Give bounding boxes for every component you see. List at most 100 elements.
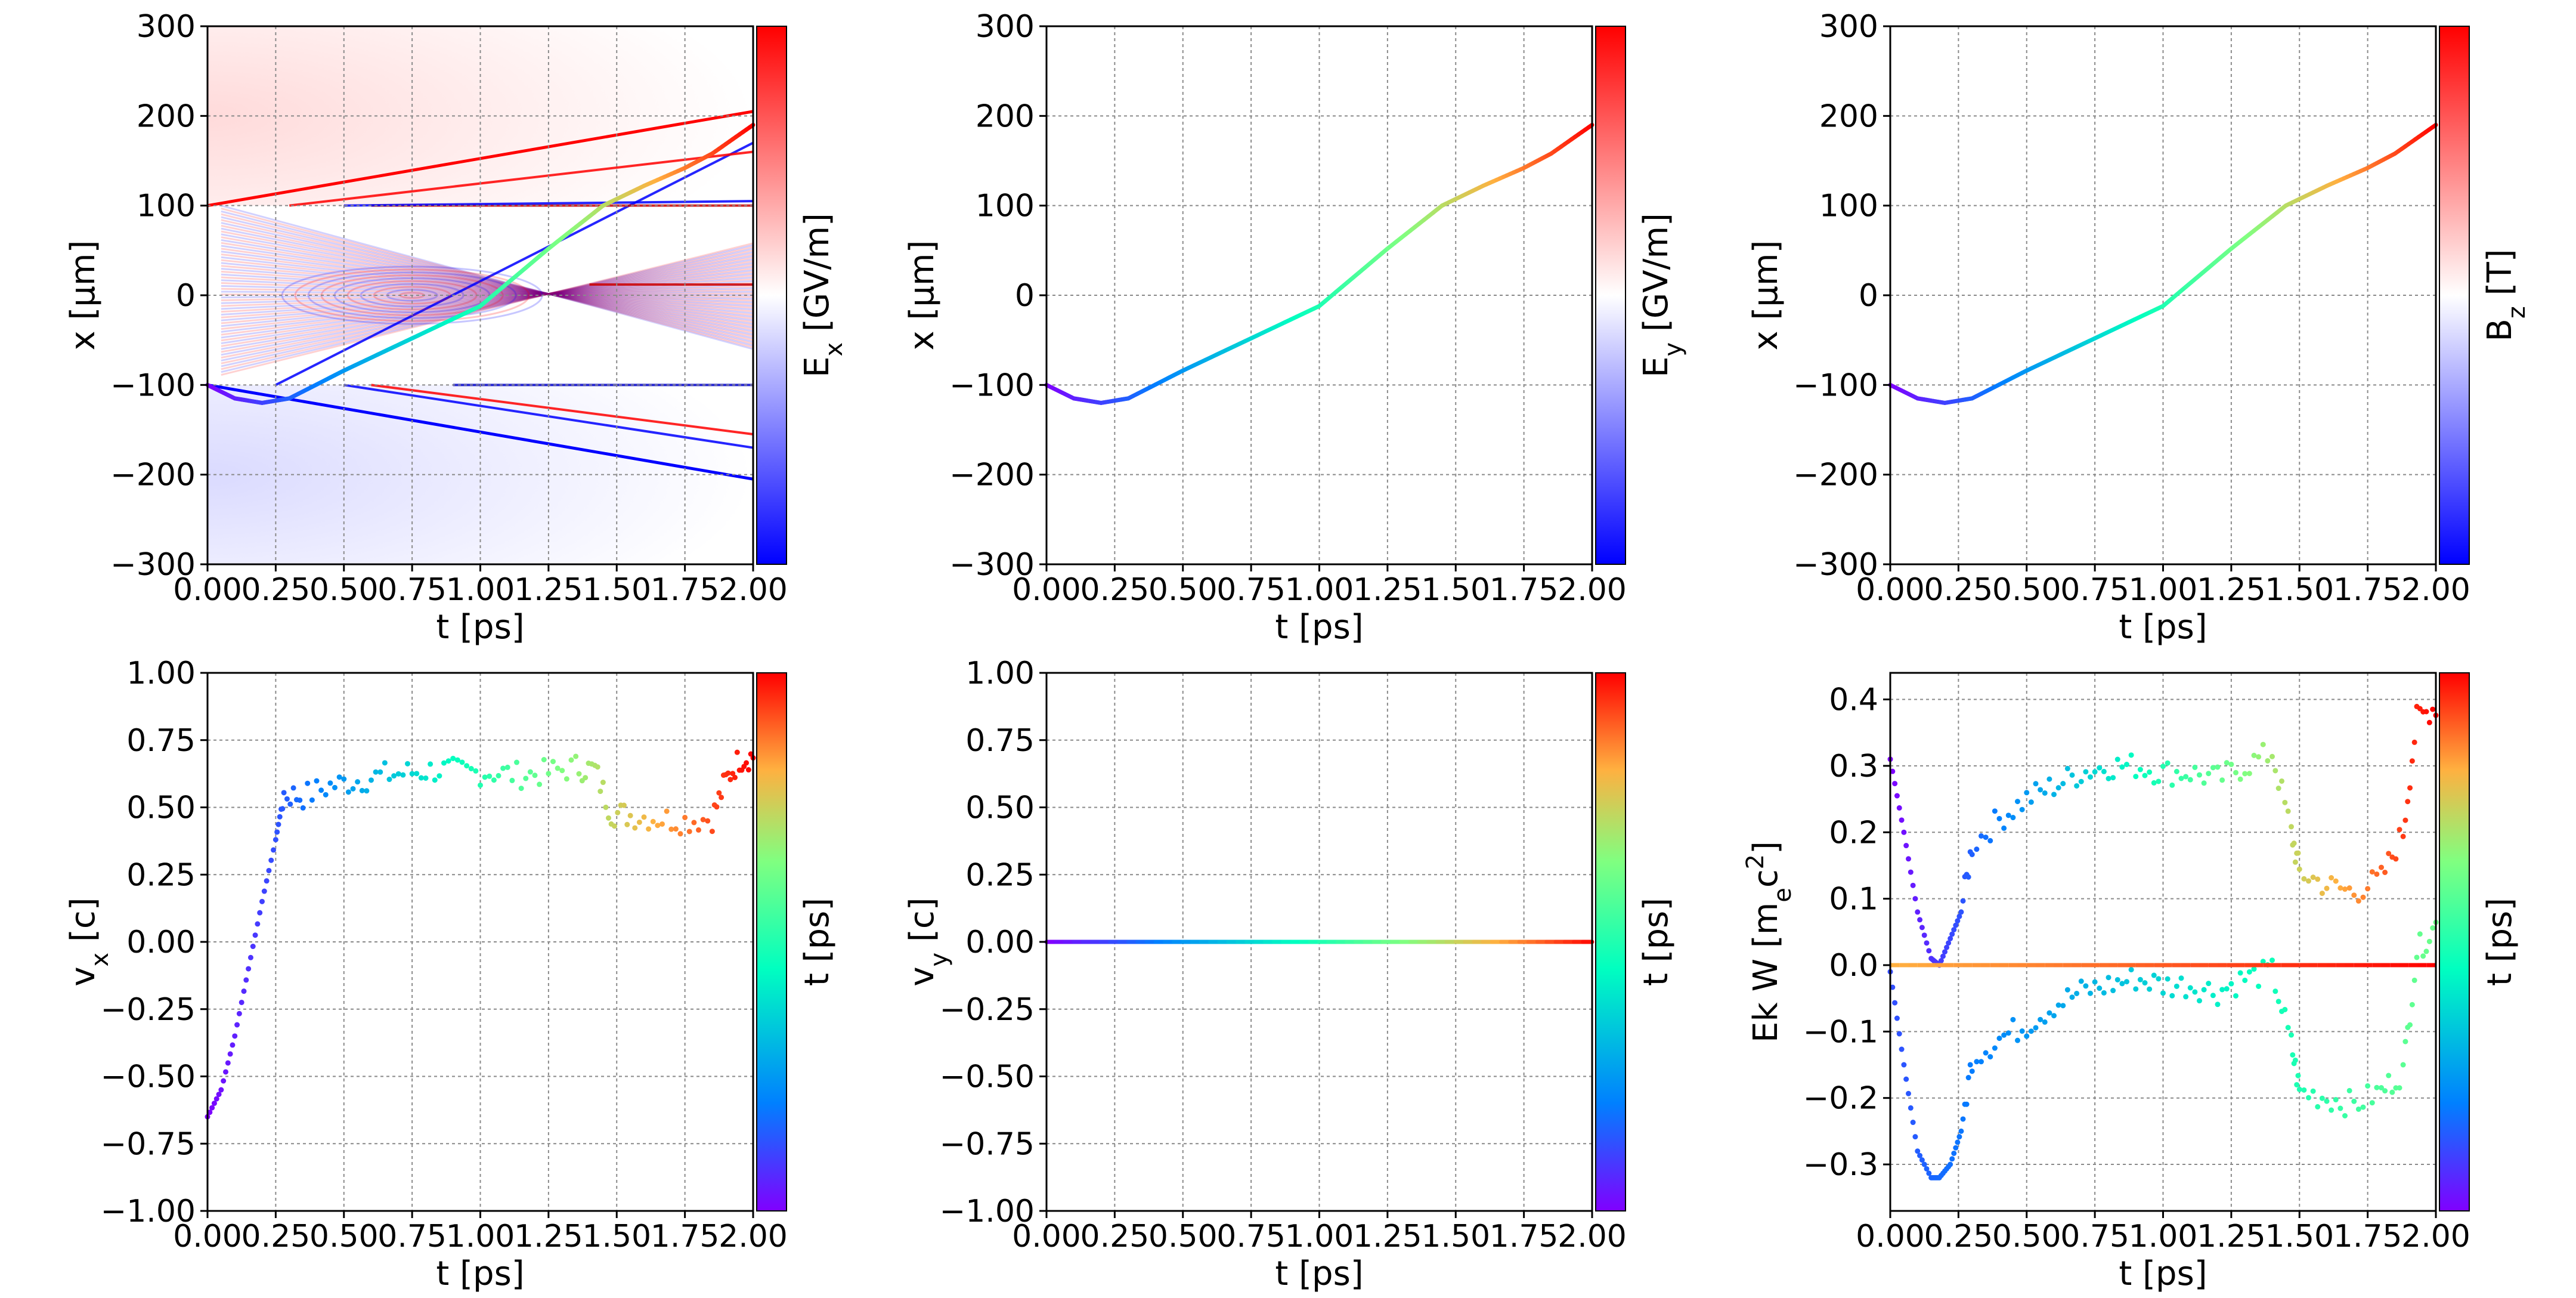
y-axis-label: vx [c] bbox=[64, 897, 114, 986]
scatter-point bbox=[373, 769, 379, 775]
colorbar bbox=[2439, 26, 2470, 565]
y-tick-label: 1.00 bbox=[965, 656, 1035, 691]
scatter-point bbox=[459, 759, 465, 765]
scatter-point bbox=[2019, 806, 2025, 812]
scatter-point bbox=[2337, 885, 2343, 891]
x-tick-label: 0.00 bbox=[173, 572, 242, 608]
scatter-point bbox=[274, 829, 280, 835]
scatter-point bbox=[2005, 1030, 2011, 1036]
scatter-point bbox=[377, 769, 383, 775]
scatter-point bbox=[2256, 983, 2262, 989]
y-axis-label: Ek W [mec2] bbox=[1742, 841, 1797, 1043]
x-tick-label: 1.50 bbox=[2265, 572, 2334, 608]
scatter-point bbox=[1915, 909, 1921, 915]
scatter-point bbox=[1974, 846, 1980, 852]
scatter-point bbox=[264, 878, 270, 884]
scatter-point bbox=[2295, 850, 2301, 856]
chart-3: 0.000.250.500.751.001.251.501.752.00 −300… bbox=[1747, 9, 2531, 647]
scatter-point bbox=[2351, 1098, 2357, 1104]
scatter-point bbox=[559, 768, 565, 774]
scatter-point bbox=[744, 760, 750, 766]
scatter-point bbox=[509, 777, 515, 783]
scatter-point bbox=[2151, 972, 2157, 978]
scatter-point bbox=[734, 749, 740, 755]
x-axis-label: t [ps] bbox=[2119, 608, 2207, 647]
scatter-point bbox=[1948, 935, 1953, 941]
x-tick-label: 0.50 bbox=[309, 1219, 379, 1254]
y-tick-label: 200 bbox=[137, 98, 196, 134]
scatter-point bbox=[239, 999, 244, 1005]
scatter-point bbox=[1974, 1059, 1980, 1065]
x-tick-label: 2.00 bbox=[1558, 572, 1627, 608]
scatter-point bbox=[336, 774, 342, 780]
scatter-point bbox=[2024, 1033, 2030, 1039]
scatter-point bbox=[1901, 829, 1907, 835]
scatter-point bbox=[243, 977, 249, 983]
scatter-point bbox=[255, 921, 261, 927]
scatter-point bbox=[2069, 994, 2075, 1000]
scatter-point bbox=[2128, 752, 2134, 758]
scatter-point bbox=[211, 1101, 217, 1107]
x-tick-label: 0.75 bbox=[1216, 1219, 1286, 1254]
scatter-point bbox=[1956, 1134, 1962, 1140]
scatter-point bbox=[2119, 764, 2125, 770]
y-tick-label: −0.3 bbox=[1803, 1147, 1878, 1183]
scatter-point bbox=[2342, 886, 2348, 892]
scatter-point bbox=[2114, 976, 2120, 982]
scatter-point bbox=[2201, 780, 2207, 786]
x-tick-label: 1.00 bbox=[446, 572, 515, 608]
scatter-point bbox=[2165, 760, 2171, 766]
scatter-point bbox=[2285, 808, 2291, 814]
y-tick-label: 300 bbox=[976, 9, 1035, 45]
scatter-point bbox=[611, 823, 617, 829]
y-tick-label: −300 bbox=[110, 547, 196, 583]
x-tick-label: 0.25 bbox=[241, 1219, 310, 1254]
y-tick-label: 300 bbox=[137, 9, 196, 45]
scatter-point bbox=[2289, 824, 2295, 830]
scatter-point bbox=[2078, 978, 2084, 984]
y-tick-label: 0.25 bbox=[965, 857, 1035, 893]
x-tick-label: 1.25 bbox=[1353, 572, 1422, 608]
scatter-point bbox=[350, 786, 356, 792]
scatter-point bbox=[273, 837, 278, 843]
scatter-point bbox=[1969, 1068, 1975, 1074]
scatter-point bbox=[1908, 869, 1914, 875]
scatter-point bbox=[2407, 1022, 2413, 1028]
scatter-point bbox=[2042, 790, 2048, 796]
x-tick-label: 0.75 bbox=[2060, 572, 2129, 608]
x-tick-label: 1.25 bbox=[2197, 572, 2266, 608]
scatter-point bbox=[2292, 859, 2298, 865]
scatter-point bbox=[500, 765, 506, 771]
grid bbox=[207, 672, 754, 1212]
scatter-point bbox=[2178, 775, 2184, 781]
scatter-point bbox=[369, 777, 374, 783]
scatter-point bbox=[355, 779, 361, 785]
colorbar-label: Ey [GV/m] bbox=[1637, 213, 1687, 378]
scatter-point bbox=[2270, 957, 2275, 963]
scatter-point bbox=[414, 771, 420, 777]
scatter-point bbox=[2355, 1106, 2361, 1112]
scatter-point bbox=[314, 778, 320, 784]
scatter-point bbox=[445, 758, 451, 764]
scatter-point bbox=[2092, 979, 2098, 985]
field-ridge-7 bbox=[371, 384, 754, 436]
y-tick-label: 0 bbox=[1859, 278, 1878, 314]
scatter-point bbox=[236, 1010, 242, 1016]
scatter-point bbox=[2346, 885, 2352, 891]
scatter-point bbox=[1951, 1150, 1957, 1156]
grid bbox=[1046, 26, 1593, 565]
scatter-point bbox=[2169, 993, 2175, 999]
scatter-point bbox=[1992, 808, 1998, 814]
scatter-point bbox=[2092, 769, 2098, 775]
scatter-point bbox=[541, 756, 547, 762]
x-axis-label: t [ps] bbox=[436, 608, 524, 647]
scatter-point bbox=[597, 789, 603, 795]
scatter-point bbox=[686, 829, 692, 835]
scatter-point bbox=[1965, 1075, 1971, 1081]
scatter-point bbox=[1908, 1105, 1914, 1111]
scatter-point bbox=[271, 847, 277, 853]
y-tick-label: 0.0 bbox=[1829, 948, 1878, 984]
scatter-point bbox=[2306, 1095, 2311, 1101]
scatter-point bbox=[2319, 891, 2325, 897]
